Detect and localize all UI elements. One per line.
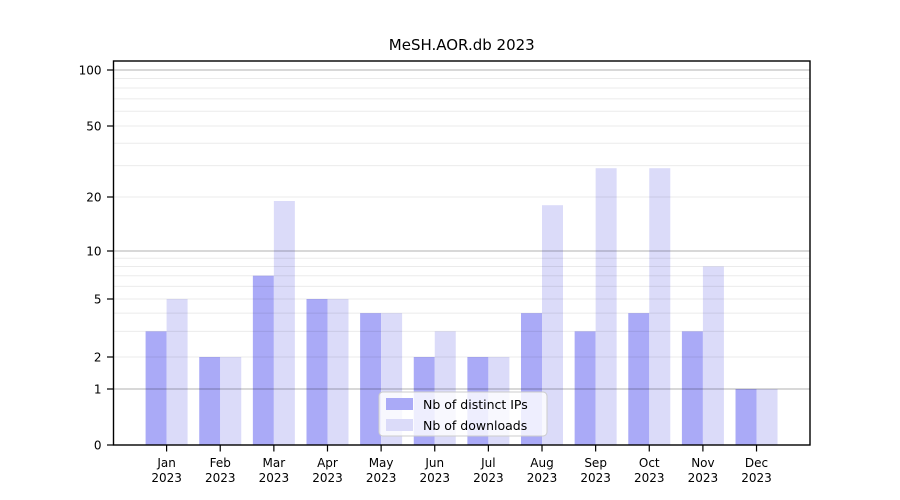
legend-label-downloads: Nb of downloads bbox=[423, 418, 527, 433]
x-tick-label-month: Sep bbox=[584, 456, 607, 470]
x-tick-label-year: 2023 bbox=[473, 471, 504, 485]
bar-distinct-ips-oct bbox=[628, 313, 650, 445]
x-tick-label-month: Oct bbox=[639, 456, 660, 470]
bar-distinct-ips-nov bbox=[681, 331, 703, 445]
plot-border bbox=[112, 60, 811, 446]
x-tick-label-month: Jul bbox=[480, 456, 495, 470]
bar-distinct-ips-dec bbox=[735, 389, 757, 445]
x-tick-label-year: 2023 bbox=[634, 471, 665, 485]
bar-distinct-ips-may bbox=[360, 313, 382, 445]
x-tick-label-month: Nov bbox=[691, 456, 714, 470]
x-tick-label-year: 2023 bbox=[688, 471, 719, 485]
x-tick-label-month: Mar bbox=[263, 456, 286, 470]
bar-distinct-ips-apr bbox=[306, 299, 328, 445]
x-tick-label-year: 2023 bbox=[419, 471, 450, 485]
x-axis: Jan2023Feb2023Mar2023Apr2023May2023Jun20… bbox=[151, 445, 772, 485]
gridlines bbox=[113, 69, 810, 390]
y-tick-label: 100 bbox=[79, 64, 102, 78]
bar-downloads-dec bbox=[756, 389, 778, 445]
x-tick-label-year: 2023 bbox=[312, 471, 343, 485]
x-tick-label-month: Dec bbox=[745, 456, 768, 470]
bar-distinct-ips-mar bbox=[252, 275, 274, 445]
x-tick-label-year: 2023 bbox=[151, 471, 182, 485]
chart-title: MeSH.AOR.db 2023 bbox=[389, 36, 535, 54]
y-axis: 0 1 2 5 10 20 50 100 bbox=[79, 64, 114, 453]
bar-distinct-ips-feb bbox=[199, 357, 221, 445]
x-tick-label-year: 2023 bbox=[259, 471, 290, 485]
legend: Nb of distinct IPs Nb of downloads bbox=[378, 391, 548, 437]
bar-distinct-ips-sep bbox=[574, 331, 596, 445]
y-tick-label: 5 bbox=[94, 293, 102, 307]
x-tick-label-year: 2023 bbox=[205, 471, 236, 485]
x-tick-label-month: Aug bbox=[530, 456, 553, 470]
legend-swatch-downloads bbox=[386, 419, 413, 431]
y-tick-label: 2 bbox=[94, 351, 102, 365]
y-tick-label: 20 bbox=[86, 191, 101, 205]
bar-downloads-oct bbox=[649, 168, 671, 445]
x-tick-label-month: Jun bbox=[424, 456, 444, 470]
bar-downloads-feb bbox=[220, 357, 242, 445]
x-tick-label-month: Feb bbox=[210, 456, 231, 470]
y-tick-label: 50 bbox=[86, 120, 101, 134]
x-tick-label-month: May bbox=[369, 456, 394, 470]
bar-downloads-mar bbox=[273, 200, 295, 445]
x-tick-label-year: 2023 bbox=[741, 471, 772, 485]
y-tick-label: 10 bbox=[86, 245, 101, 259]
y-tick-label: 1 bbox=[94, 383, 102, 397]
bar-downloads-apr bbox=[327, 299, 349, 445]
y-tick-label: 0 bbox=[94, 439, 102, 453]
x-tick-label-year: 2023 bbox=[527, 471, 558, 485]
bar-distinct-ips-jan bbox=[145, 331, 167, 445]
legend-box bbox=[378, 391, 548, 437]
x-tick-label-month: Jan bbox=[156, 456, 176, 470]
x-tick-label-year: 2023 bbox=[580, 471, 611, 485]
legend-label-distinct-ips: Nb of distinct IPs bbox=[423, 397, 528, 412]
x-tick-label-month: Apr bbox=[317, 456, 338, 470]
bar-downloads-sep bbox=[595, 168, 617, 445]
bar-downloads-aug bbox=[542, 205, 564, 445]
bar-downloads-jan bbox=[166, 299, 188, 445]
legend-swatch-distinct-ips bbox=[386, 398, 413, 410]
x-tick-label-year: 2023 bbox=[366, 471, 397, 485]
bar-downloads-nov bbox=[702, 266, 724, 445]
